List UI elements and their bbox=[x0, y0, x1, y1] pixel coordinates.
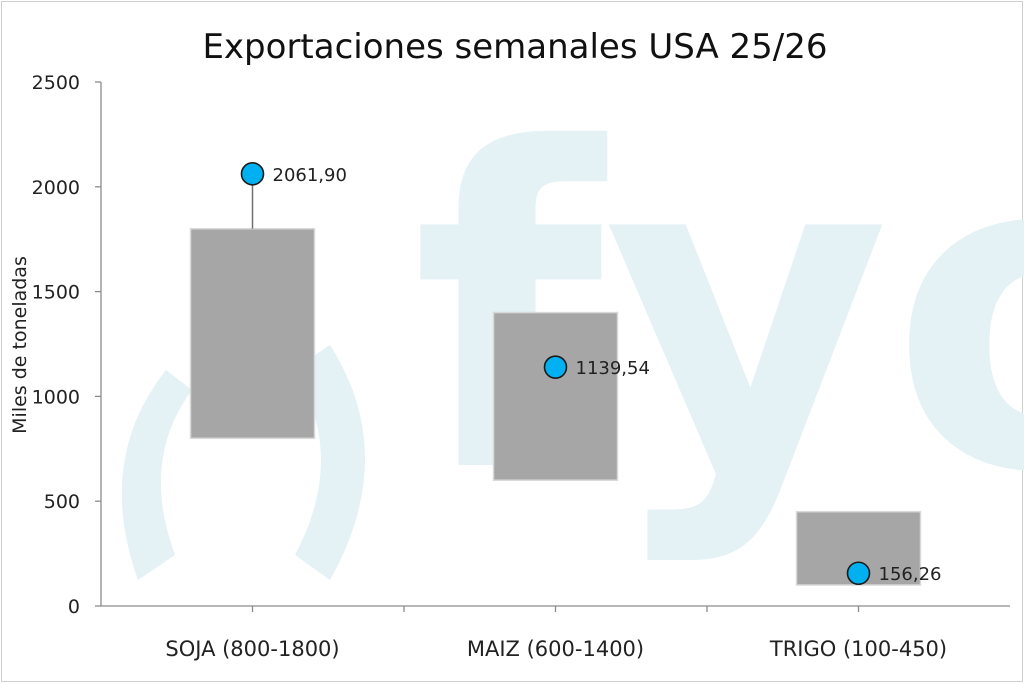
range-bar bbox=[189, 227, 316, 440]
value-marker bbox=[240, 162, 265, 186]
y-tick-label: 0 bbox=[68, 596, 80, 618]
chart-title: Exportaciones semanales USA 25/26 bbox=[202, 27, 827, 67]
value-marker bbox=[543, 355, 568, 379]
data-label: 2061,90 bbox=[273, 165, 347, 186]
range-bar bbox=[492, 311, 619, 481]
watermark-logo: fyo bbox=[121, 57, 1024, 580]
value-marker bbox=[846, 561, 871, 586]
x-category-label: SOJA (800-1800) bbox=[165, 637, 339, 661]
y-tick-label: 2500 bbox=[32, 72, 80, 94]
y-tick-label: 2000 bbox=[32, 177, 80, 199]
y-tick-label: 1500 bbox=[32, 282, 80, 304]
x-category-label: MAIZ (600-1400) bbox=[467, 637, 644, 661]
y-tick-label: 1000 bbox=[32, 386, 80, 408]
x-category-label: TRIGO (100-450) bbox=[769, 637, 947, 661]
data-label: 1139,54 bbox=[576, 358, 650, 379]
y-tick-label: 500 bbox=[44, 491, 80, 513]
y-axis-label: Miles de toneladas bbox=[9, 256, 31, 434]
data-label: 156,26 bbox=[879, 564, 942, 585]
